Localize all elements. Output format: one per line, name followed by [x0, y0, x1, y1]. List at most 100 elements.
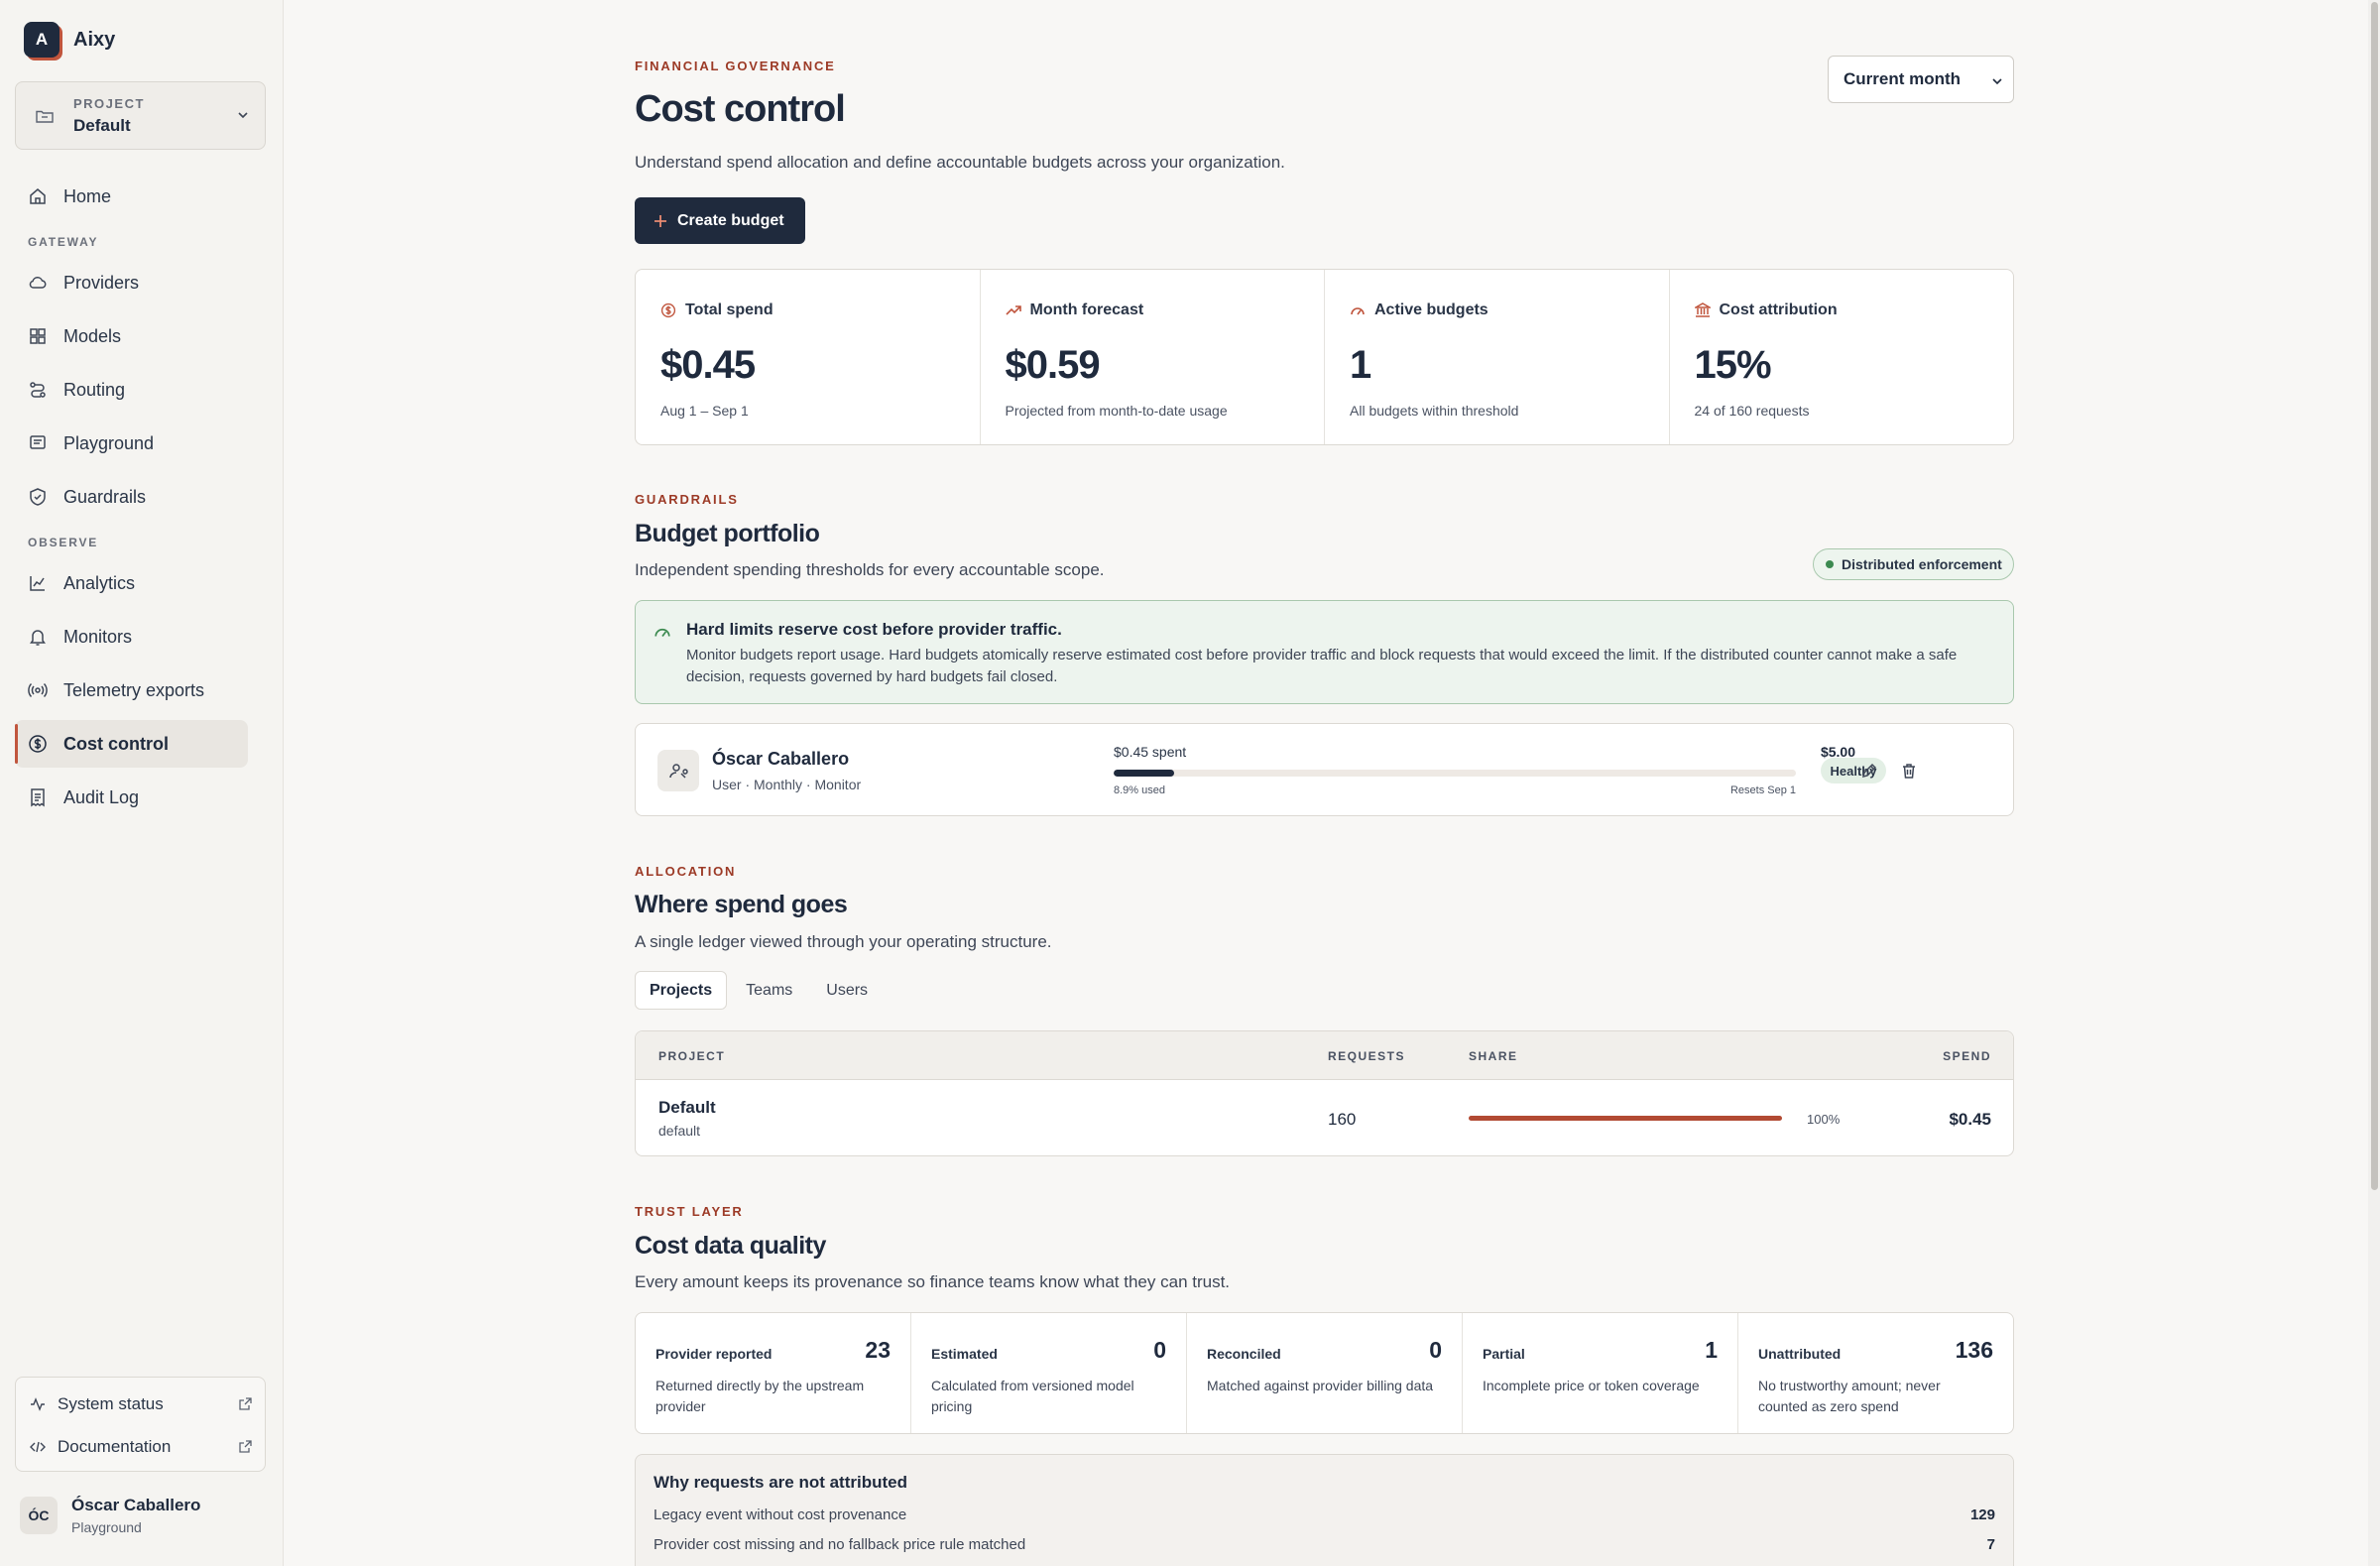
share-bar: [1469, 1116, 1782, 1121]
period-select-value: Current month: [1844, 69, 1962, 88]
user-context: Playground: [71, 1519, 142, 1535]
nav-item-label: Providers: [63, 272, 140, 293]
stat-label: Month forecast: [1029, 301, 1144, 318]
quality-label: Partial: [1483, 1346, 1525, 1362]
quality-count: 136: [1955, 1337, 1993, 1363]
nav-item-routing[interactable]: Routing: [15, 366, 248, 414]
stat-cost-attribution: Cost attribution 15% 24 of 160 requests: [1670, 270, 2014, 444]
allocation-tabs: Projects Teams Users: [635, 971, 883, 1010]
trust-subtitle: Every amount keeps its provenance so fin…: [635, 1272, 1231, 1291]
quality-desc: Calculated from versioned model pricing: [931, 1378, 1134, 1414]
user-menu[interactable]: ÓC Óscar Caballero Playground: [20, 1496, 200, 1535]
create-budget-button[interactable]: Create budget: [635, 197, 805, 244]
notice-body: Monitor budgets report usage. Hard budge…: [686, 647, 1958, 685]
nav-item-providers[interactable]: Providers: [15, 259, 248, 306]
nav-item-label: Analytics: [63, 572, 136, 593]
nav-item-audit-log[interactable]: Audit Log: [15, 774, 248, 821]
nav-item-label: Telemetry exports: [63, 679, 205, 700]
tab-teams[interactable]: Teams: [746, 981, 793, 999]
tab-users[interactable]: Users: [826, 981, 869, 999]
allocation-subtitle: A single ledger viewed through your oper…: [635, 932, 1052, 951]
nav-item-monitors[interactable]: Monitors: [15, 613, 248, 661]
quality-count: 0: [1429, 1337, 1442, 1363]
plus-icon: [654, 214, 666, 227]
dollar-circle-icon: [660, 302, 676, 318]
documentation-link[interactable]: Documentation: [30, 1432, 253, 1462]
nav-item-home[interactable]: Home: [15, 173, 248, 220]
gauge-icon: [1351, 307, 1365, 315]
create-budget-label: Create budget: [677, 211, 784, 229]
budget-limit: $5.00: [1820, 744, 1855, 760]
project-slug: default: [658, 1123, 701, 1139]
trash-icon: [1903, 764, 1915, 779]
chevron-down-icon: [238, 112, 248, 119]
reason-count: 129: [1969, 1506, 1995, 1523]
status-badge: Healthy: [1821, 758, 1886, 783]
nav-item-label: Models: [63, 325, 122, 346]
project-spend: $0.45: [1949, 1110, 1991, 1129]
stat-caption: Aug 1 – Sep 1: [660, 403, 749, 419]
column-share: SHARE: [1469, 1049, 1518, 1063]
reason-text: Legacy event without cost provenance: [654, 1506, 907, 1523]
project-switcher-label: PROJECT: [73, 95, 145, 111]
external-link-icon: [239, 1397, 252, 1410]
chart-icon: [30, 576, 45, 591]
reason-row: Provider cost missing and no fallback pr…: [654, 1536, 1995, 1553]
scrollbar-thumb[interactable]: [2371, 2, 2378, 1190]
quality-label: Unattributed: [1758, 1346, 1842, 1362]
sidebar: A Aixy PROJECT Default Home GATEWAY Prov…: [0, 0, 284, 1566]
budget-row[interactable]: Óscar Caballero User · Monthly · Monitor…: [635, 723, 2014, 816]
stat-value: 15%: [1694, 343, 1772, 387]
nav-item-label: Audit Log: [63, 786, 140, 807]
shield-icon: [30, 488, 46, 506]
nav-section-gateway: GATEWAY: [28, 235, 99, 249]
tab-projects[interactable]: Projects: [635, 971, 728, 1010]
budget-reset: Resets Sep 1: [1729, 784, 1796, 796]
stat-value: $0.59: [1005, 343, 1101, 387]
delete-budget-button[interactable]: [1898, 760, 1920, 782]
period-select[interactable]: Current month: [1828, 56, 2014, 103]
trust-eyebrow: TRUST LAYER: [635, 1204, 744, 1219]
nav-item-label: Cost control: [63, 733, 169, 754]
stat-label: Active budgets: [1374, 301, 1488, 318]
edit-budget-button[interactable]: [1858, 760, 1880, 782]
stat-caption: All budgets within threshold: [1350, 403, 1519, 419]
nav-item-playground[interactable]: Playground: [15, 420, 248, 467]
nav-item-label: Monitors: [63, 626, 133, 647]
budget-meta: User · Monthly · Monitor: [712, 777, 862, 792]
budget-used: 8.9% used: [1114, 784, 1165, 796]
nav-item-cost-control[interactable]: Cost control: [15, 720, 248, 768]
status-dot: [1826, 560, 1834, 568]
pencil-icon: [1861, 763, 1877, 779]
page-scrollbar[interactable]: [2368, 0, 2380, 1566]
column-project: PROJECT: [658, 1049, 726, 1063]
budget-progress-fill: [1114, 770, 1175, 777]
budget-progress: [1114, 770, 1796, 777]
reason-count: 7: [1986, 1536, 1995, 1553]
external-link-icon: [239, 1440, 252, 1453]
nav-item-analytics[interactable]: Analytics: [15, 559, 248, 607]
system-status-label: System status: [58, 1394, 164, 1413]
guardrails-eyebrow: GUARDRAILS: [635, 492, 739, 507]
activity-icon: [31, 1397, 45, 1411]
nav-item-models[interactable]: Models: [15, 312, 248, 360]
nav-item-guardrails[interactable]: Guardrails: [15, 473, 248, 521]
allocation-table: PROJECT REQUESTS SHARE SPEND Default def…: [635, 1030, 2014, 1156]
receipt-icon: [31, 788, 45, 807]
nav-item-telemetry-exports[interactable]: Telemetry exports: [15, 666, 248, 714]
unattributed-reasons: Why requests are not attributed Legacy e…: [635, 1454, 2014, 1566]
quality-count: 0: [1153, 1337, 1166, 1363]
code-icon: [30, 1441, 46, 1453]
system-status-link[interactable]: System status: [30, 1389, 253, 1419]
enforcement-badge: Distributed enforcement: [1813, 548, 2014, 580]
quality-desc: Matched against provider billing data: [1207, 1378, 1434, 1393]
stat-label: Cost attribution: [1719, 301, 1838, 318]
quality-desc: Incomplete price or token coverage: [1483, 1378, 1700, 1393]
brand[interactable]: A Aixy: [24, 22, 115, 58]
budget-owner-name: Óscar Caballero: [712, 749, 850, 769]
nav-item-label: Home: [63, 185, 112, 206]
project-switcher-value: Default: [73, 115, 131, 135]
user-icon: [669, 764, 688, 779]
stat-caption: Projected from month-to-date usage: [1005, 403, 1228, 419]
project-switcher[interactable]: PROJECT Default: [15, 81, 266, 150]
